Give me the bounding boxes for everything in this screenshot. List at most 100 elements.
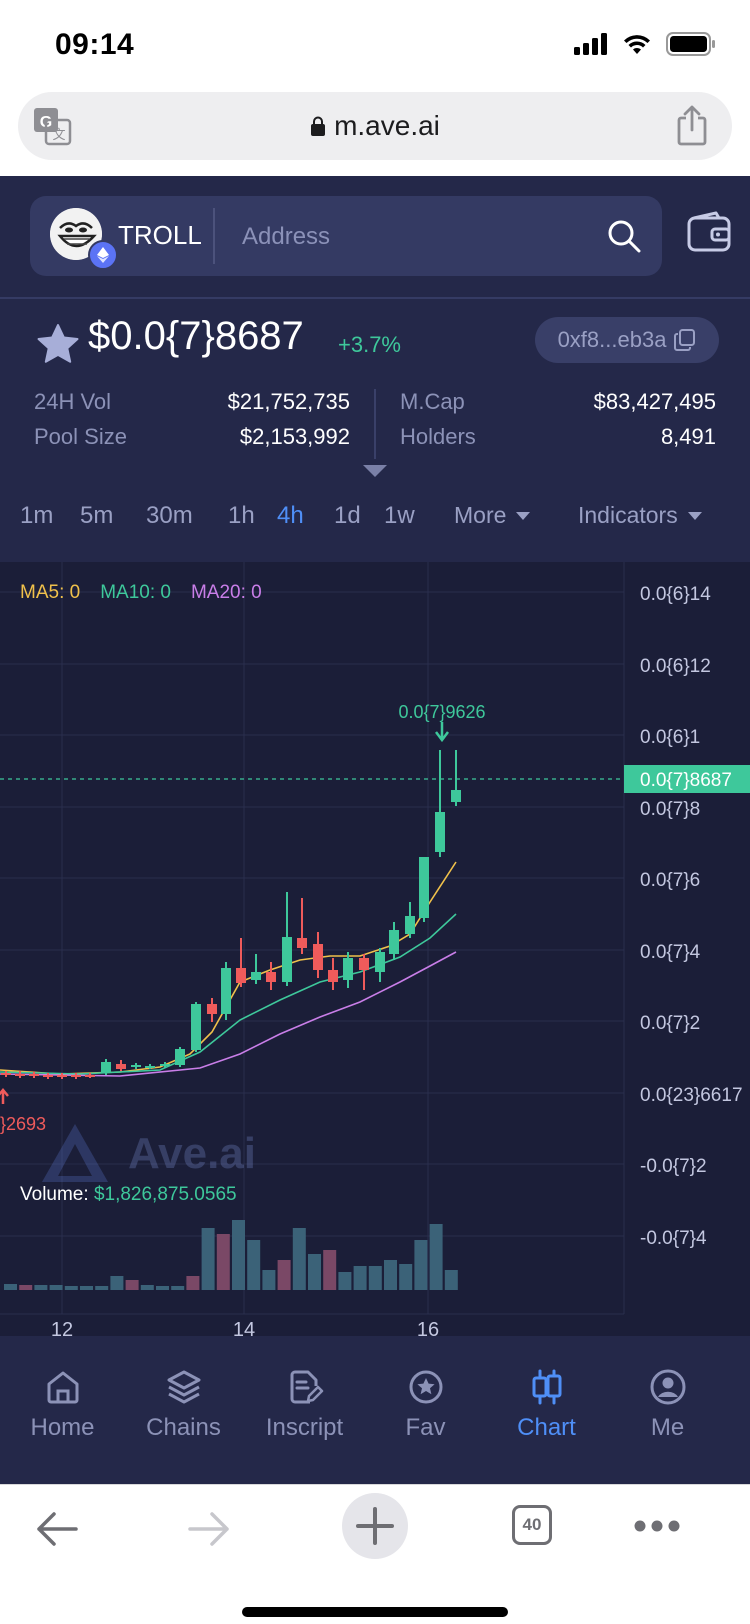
candle-up [451, 790, 461, 802]
candle-down [116, 1064, 126, 1069]
nav-fav[interactable]: Fav [363, 1340, 488, 1484]
x-axis-label: 14 [233, 1319, 255, 1336]
more-intervals-dropdown[interactable]: More [454, 502, 531, 529]
candlestick-chart-svg[interactable]: 0.0{6}140.0{6}120.0{6}10.0{7}80.0{7}60.0… [0, 562, 750, 1336]
url-display[interactable]: m.ave.ai [18, 92, 732, 160]
token-symbol[interactable]: TROLL [118, 220, 202, 250]
chevron-down-icon [687, 511, 702, 520]
volume-bar [308, 1254, 321, 1290]
candle-down [71, 1075, 81, 1077]
token-price: $0.0{7}8687 [88, 314, 304, 358]
candle-down [328, 970, 338, 982]
indicators-dropdown[interactable]: Indicators [578, 502, 702, 529]
chart-markers: 0.0{7}8687 0.0{7}9626}2693 [0, 702, 750, 1134]
lock-icon [311, 116, 326, 136]
status-time: 09:14 [55, 28, 135, 61]
y-axis-label: 0.0{23}6617 [640, 1085, 743, 1106]
bottom-navigation: Home Chains Inscript Fav [0, 1340, 750, 1484]
current-price-tag [624, 765, 750, 793]
price-chart[interactable]: 0.0{6}14 0.0{6}12 0.0{6}1 0.0{7}8 0.0{7}6 0.0… [0, 562, 750, 1336]
nav-home-label: Home [30, 1414, 95, 1441]
nav-home[interactable]: Home [0, 1340, 125, 1484]
more-label: More [454, 502, 507, 528]
volume-bar [49, 1285, 63, 1290]
url-text: m.ave.ai [334, 110, 440, 141]
candle-down [15, 1074, 25, 1076]
tab-interval-1d[interactable]: 1d [334, 502, 361, 529]
home-indicator [242, 1607, 508, 1617]
tab-interval-1w[interactable]: 1w [384, 502, 415, 529]
tab-interval-30m[interactable]: 30m [146, 502, 193, 529]
high-price-label: 0.0{7}9626 [398, 702, 485, 722]
more-options-icon[interactable] [634, 1519, 680, 1533]
search-icon[interactable] [604, 216, 644, 256]
candle-down [43, 1075, 53, 1077]
plus-icon [356, 1507, 394, 1545]
volume-bar [414, 1240, 428, 1290]
y-axis-label: -0.0{7}4 [640, 1228, 707, 1249]
nav-inscript[interactable]: Inscript [242, 1340, 367, 1484]
volume-bar [429, 1224, 443, 1290]
volume-bar [186, 1276, 200, 1290]
volume-bar [444, 1270, 458, 1290]
contract-address-chip[interactable]: 0xf8...eb3a [535, 317, 719, 363]
price-axis: 0.0{6}14 0.0{6}12 0.0{6}1 0.0{7}8 0.0{7}6 0.0… [51, 584, 743, 1336]
volume-bar [247, 1240, 261, 1290]
nav-me-label: Me [650, 1414, 685, 1441]
tab-interval-1h[interactable]: 1h [228, 502, 255, 529]
nav-chart[interactable]: Chart [484, 1340, 609, 1484]
y-axis-label: -0.0{7}2 [640, 1156, 707, 1177]
price-change: +3.7% [338, 332, 401, 357]
nav-me[interactable]: Me [605, 1340, 730, 1484]
tab-interval-5m[interactable]: 5m [80, 502, 114, 529]
candle-up [343, 958, 353, 980]
share-icon[interactable] [674, 104, 710, 146]
ave-watermark: Ave.ai [40, 1122, 256, 1186]
translate-icon[interactable]: G 文 [32, 106, 72, 146]
candle-up [175, 1049, 185, 1065]
user-icon [650, 1369, 685, 1405]
volume-readout: Volume: $1,826,875.0565 [20, 1184, 237, 1206]
nav-chart-label: Chart [517, 1414, 576, 1441]
y-axis-label: 0.0{7}4 [640, 942, 701, 963]
browser-address-bar[interactable]: G 文 m.ave.ai [18, 92, 732, 160]
address-search-input[interactable] [240, 216, 584, 258]
volume-bar [384, 1260, 397, 1290]
indicators-label: Indicators [578, 502, 678, 528]
copy-icon[interactable] [674, 329, 696, 351]
y-axis-label: 0.0{7}8 [640, 799, 700, 820]
vol-value: $21,752,735 [227, 389, 350, 414]
pool-size-value: $2,153,992 [239, 424, 350, 449]
volume-bar [292, 1228, 306, 1290]
cellular-signal-icon [574, 33, 607, 55]
candle-up [131, 1065, 141, 1067]
ma5-legend: MA5: 0 [20, 582, 81, 603]
stats-collapse-caret-icon[interactable] [363, 465, 387, 477]
volume-bar [110, 1276, 124, 1290]
nav-chains-label: Chains [146, 1414, 221, 1441]
tab-interval-1m[interactable]: 1m [20, 502, 54, 529]
nav-chains[interactable]: Chains [121, 1340, 246, 1484]
y-axis-label: 0.0{7}2 [640, 1013, 700, 1034]
volume-bar [156, 1286, 169, 1290]
low-price-label: }2693 [0, 1114, 46, 1134]
new-tab-button[interactable] [342, 1493, 408, 1559]
candle-down [313, 944, 323, 970]
wallet-icon[interactable] [686, 210, 732, 256]
browser-toolbar: 40 [0, 1484, 750, 1624]
low-arrow-icon [0, 1088, 9, 1104]
ma10-line [0, 913, 457, 1075]
tab-interval-4h[interactable]: 4h [277, 502, 304, 529]
favorite-star-icon[interactable] [36, 323, 80, 365]
candle-up [191, 1004, 201, 1050]
candle-down [236, 968, 246, 983]
mcap-label: M.Cap [400, 389, 465, 414]
forward-arrow-icon[interactable] [186, 1509, 232, 1549]
token-search-bar: TROLL [30, 196, 662, 276]
volume-bar [4, 1284, 17, 1290]
volume-bar [19, 1285, 33, 1290]
back-arrow-icon[interactable] [34, 1509, 80, 1549]
layers-icon [167, 1370, 200, 1404]
ave-logo-icon [42, 1124, 108, 1182]
tabs-count-button[interactable]: 40 [512, 1505, 552, 1545]
